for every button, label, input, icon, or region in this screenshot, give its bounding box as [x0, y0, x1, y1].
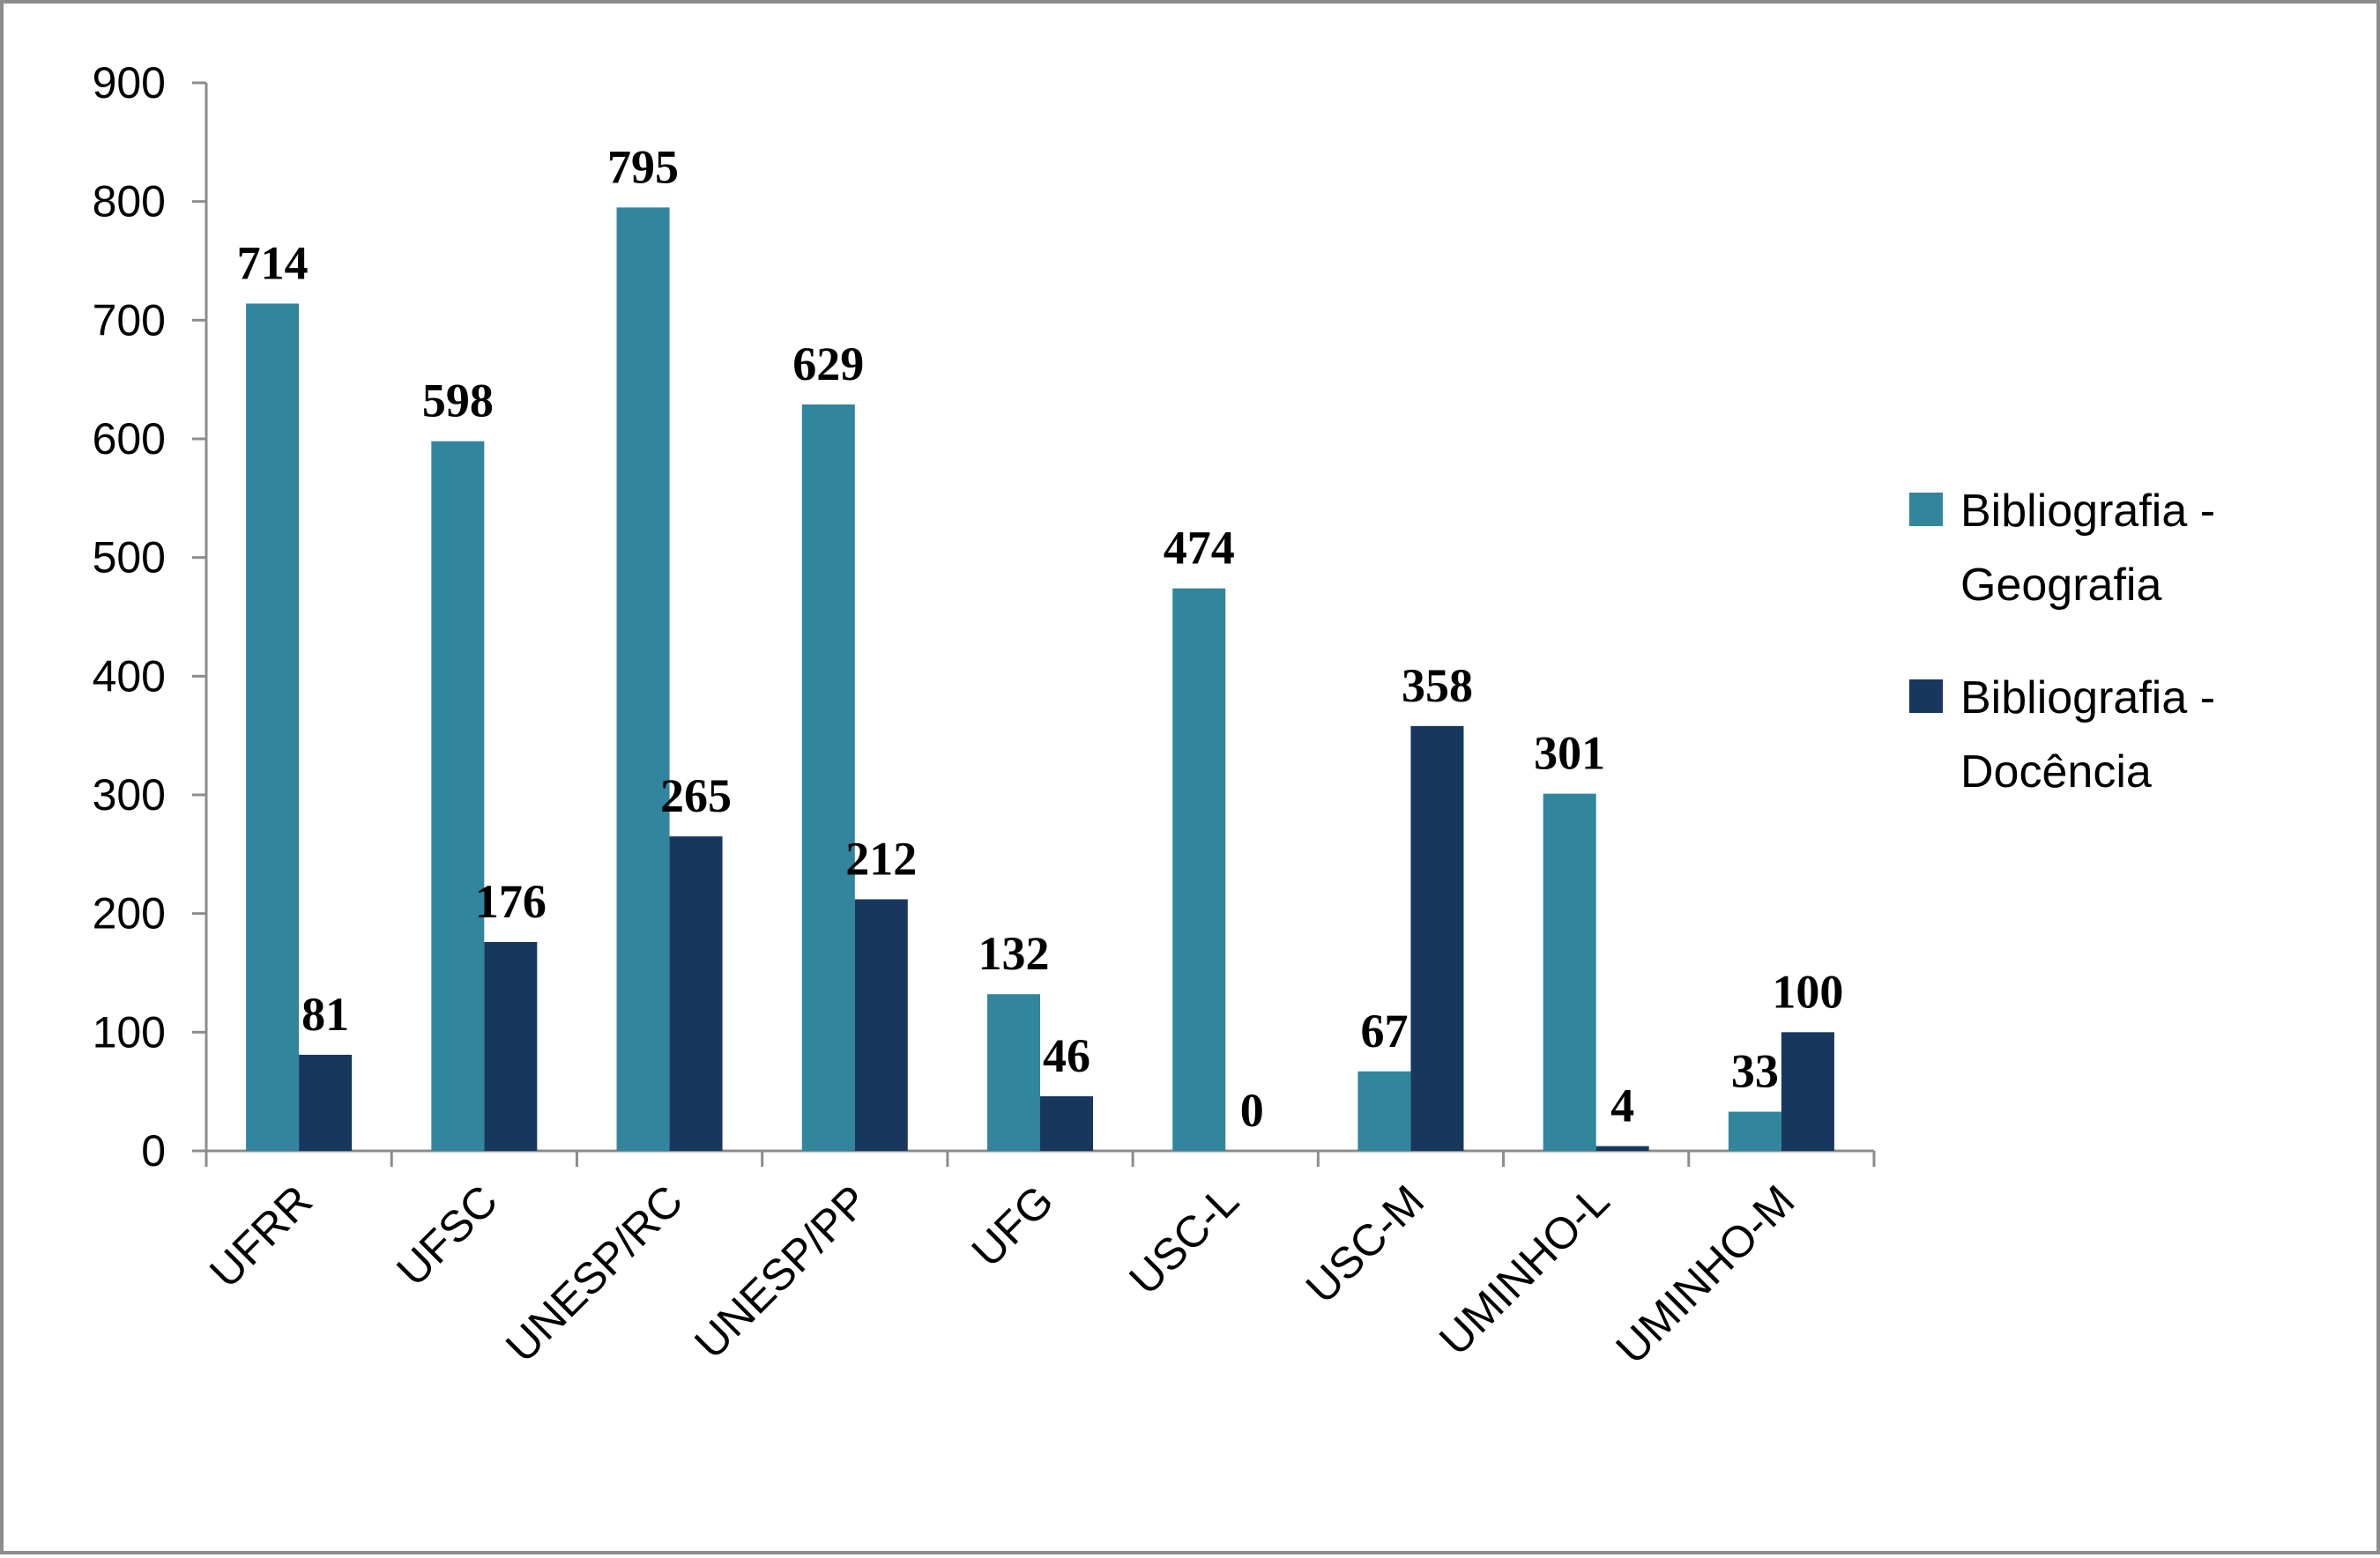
data-label: 358 [1402, 659, 1473, 712]
data-label: 81 [301, 988, 349, 1041]
legend-label: Docência [1960, 746, 2152, 798]
bar [1172, 588, 1226, 1151]
y-tick-label: 500 [93, 533, 166, 582]
bar [1728, 1111, 1781, 1151]
bar [669, 836, 723, 1151]
y-tick-label: 0 [141, 1126, 166, 1176]
y-tick-label: 700 [93, 295, 166, 345]
data-label: 474 [1164, 522, 1235, 575]
bar [1410, 725, 1464, 1151]
bar [1595, 1146, 1649, 1151]
y-tick-label: 200 [93, 889, 166, 939]
bar [987, 994, 1040, 1151]
x-tick-label: UFG [963, 1176, 1063, 1276]
bar [1543, 793, 1596, 1151]
bar [431, 441, 485, 1151]
data-label: 176 [475, 875, 547, 928]
data-label: 795 [607, 140, 679, 193]
y-tick-label: 400 [93, 651, 166, 701]
x-tick-label: UMINHO-M [1606, 1176, 1804, 1373]
bar [616, 207, 670, 1151]
data-label: 33 [1731, 1045, 1779, 1098]
data-label: 46 [1043, 1029, 1090, 1082]
bar [246, 303, 300, 1152]
data-label: 4 [1610, 1079, 1634, 1132]
x-tick-label: UMINHO-L [1430, 1176, 1618, 1364]
bar [854, 899, 908, 1151]
legend-swatch [1909, 493, 1943, 526]
bar [1040, 1096, 1093, 1151]
data-label: 0 [1240, 1084, 1264, 1137]
bar [1357, 1071, 1411, 1151]
x-tick-label: USC-M [1297, 1176, 1433, 1312]
y-tick-label: 300 [93, 770, 166, 820]
x-tick-label: USC-L [1119, 1176, 1248, 1304]
x-tick-label: UNESP/RC [496, 1176, 692, 1371]
data-label: 100 [1772, 965, 1843, 1018]
y-tick-label: 600 [93, 414, 166, 464]
y-axis: 0 100 200 300 400 500 600 700 800 900 [93, 58, 208, 1176]
data-label: 714 [237, 236, 309, 289]
y-tick-label: 900 [93, 58, 166, 108]
data-label: 212 [845, 833, 917, 886]
bar [801, 404, 855, 1151]
y-tick-label: 100 [93, 1007, 166, 1057]
legend-swatch [1909, 679, 1943, 713]
legend-label: Bibliografia - [1960, 672, 2215, 723]
data-label: 629 [792, 338, 864, 390]
x-tick-label: UFRR [200, 1176, 322, 1297]
bars [246, 207, 1834, 1152]
legend-label: Geografia [1960, 560, 2161, 611]
bar [299, 1054, 353, 1151]
data-labels: 714 598 795 629 132 474 67 301 33 81 176 265 212 46 0 3… [237, 140, 1844, 1137]
data-label: 67 [1360, 1005, 1408, 1057]
data-label: 598 [422, 375, 494, 427]
bar [1781, 1032, 1834, 1151]
data-label: 301 [1534, 727, 1605, 780]
data-label: 132 [978, 927, 1050, 980]
bar [484, 941, 538, 1151]
y-tick-label: 800 [93, 177, 166, 226]
data-label: 265 [660, 769, 732, 822]
legend-label: Bibliografia - [1960, 486, 2215, 537]
x-tick-label: UNESP/PP [685, 1176, 877, 1368]
legend: Bibliografia - Geografia Bibliografia - Doc… [1909, 486, 2215, 798]
x-tick-label: UFSC [387, 1176, 507, 1295]
